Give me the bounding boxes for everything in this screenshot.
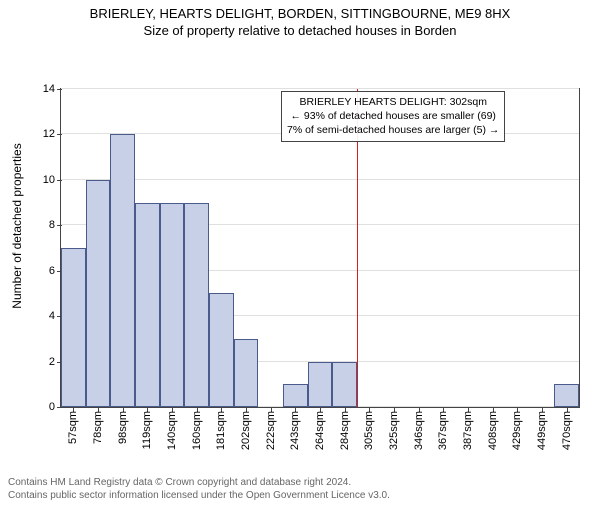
histogram-bar (554, 384, 579, 407)
x-tick-label: 98sqm (117, 407, 129, 444)
histogram-bar (110, 134, 135, 407)
gridline (61, 179, 579, 180)
x-tick-label: 57sqm (67, 407, 79, 444)
x-tick-label: 284sqm (339, 407, 351, 450)
footer: Contains HM Land Registry data © Crown c… (8, 476, 390, 502)
x-tick-label: 449sqm (536, 407, 548, 450)
info-line-1: BRIERLEY HEARTS DELIGHT: 302sqm (287, 95, 499, 109)
gridline (61, 88, 579, 89)
footer-line-2: Contains public sector information licen… (8, 489, 390, 502)
x-tick-label: 470sqm (561, 407, 573, 450)
histogram-bar (160, 203, 185, 407)
y-axis-label: Number of detached properties (10, 143, 24, 308)
chart-area: 0246810121457sqm78sqm98sqm119sqm140sqm16… (60, 88, 580, 448)
histogram-bar (209, 293, 234, 407)
x-tick-label: 119sqm (141, 407, 153, 449)
y-tick: 4 (49, 310, 61, 322)
x-tick-label: 78sqm (92, 407, 104, 444)
x-tick-label: 305sqm (363, 407, 375, 450)
histogram-bar (135, 203, 160, 407)
x-tick-label: 202sqm (240, 407, 252, 450)
histogram-bar (234, 339, 259, 407)
y-tick: 10 (43, 174, 61, 186)
page-title-1: BRIERLEY, HEARTS DELIGHT, BORDEN, SITTIN… (0, 6, 600, 21)
x-tick-label: 325sqm (388, 407, 400, 450)
y-tick: 6 (49, 265, 61, 277)
histogram-bar (308, 362, 333, 407)
x-tick-label: 181sqm (215, 407, 227, 450)
y-tick: 14 (43, 83, 61, 95)
y-tick: 0 (49, 401, 61, 413)
histogram-bar (61, 248, 86, 407)
x-tick-label: 429sqm (511, 407, 523, 450)
x-tick-label: 408sqm (487, 407, 499, 450)
x-tick-label: 160sqm (191, 407, 203, 450)
x-tick-label: 222sqm (265, 407, 277, 450)
x-tick-label: 243sqm (289, 407, 301, 450)
info-line-3: 7% of semi-detached houses are larger (5… (287, 123, 499, 137)
y-tick: 8 (49, 219, 61, 231)
histogram-bar (184, 203, 209, 407)
histogram-bar (283, 384, 308, 407)
x-tick-label: 387sqm (462, 407, 474, 450)
plot: 0246810121457sqm78sqm98sqm119sqm140sqm16… (60, 88, 580, 408)
histogram-bar (332, 362, 357, 407)
x-tick-label: 367sqm (437, 407, 449, 450)
x-tick-label: 140sqm (166, 407, 178, 450)
x-tick-label: 346sqm (413, 407, 425, 450)
x-tick-label: 264sqm (314, 407, 326, 450)
info-box: BRIERLEY HEARTS DELIGHT: 302sqm ← 93% of… (281, 91, 505, 142)
info-line-2: ← 93% of detached houses are smaller (69… (287, 109, 499, 123)
page-title-2: Size of property relative to detached ho… (0, 23, 600, 38)
y-tick: 12 (43, 128, 61, 140)
y-tick: 2 (49, 356, 61, 368)
footer-line-1: Contains HM Land Registry data © Crown c… (8, 476, 390, 489)
histogram-bar (86, 180, 111, 407)
